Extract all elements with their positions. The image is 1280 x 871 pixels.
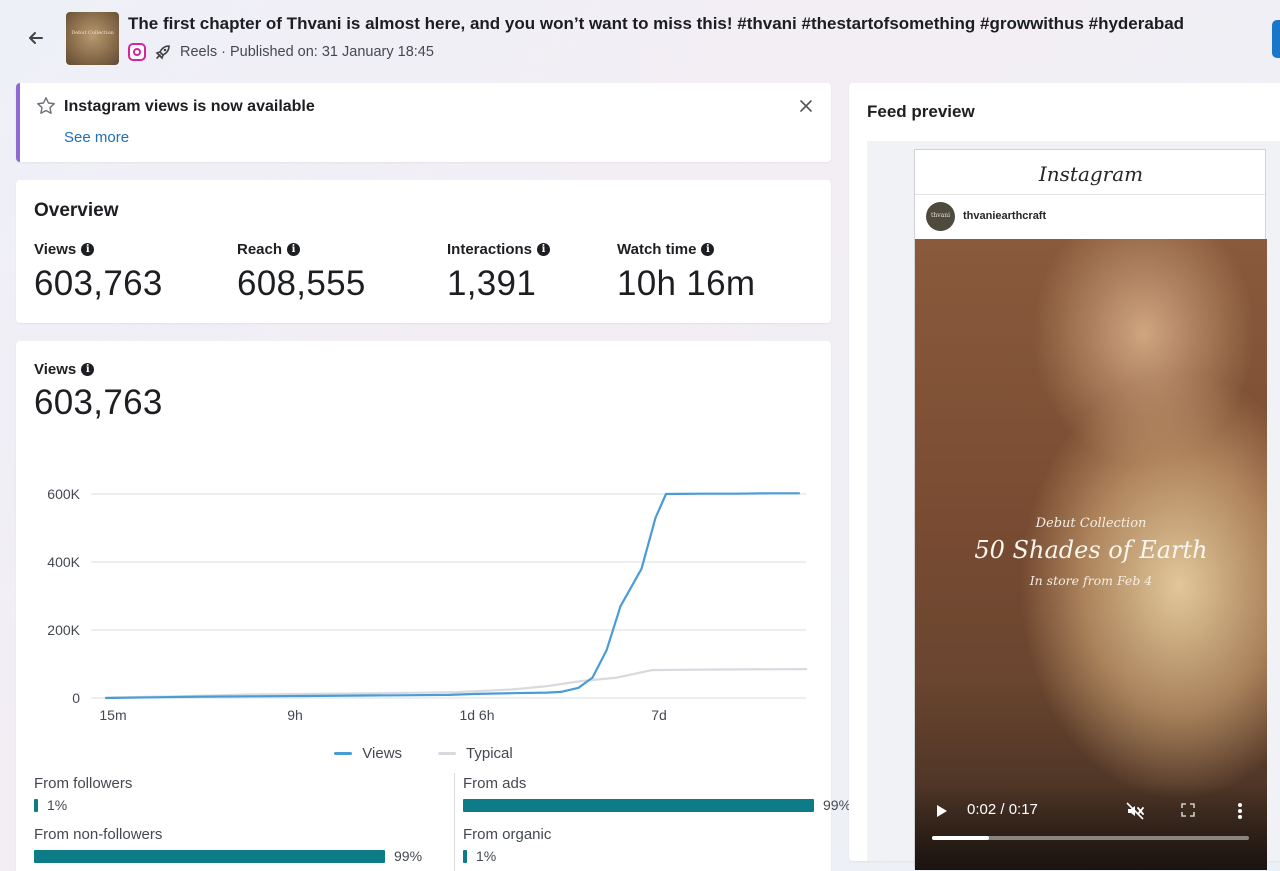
legend-item-typical[interactable]: Typical <box>438 745 513 762</box>
play-icon[interactable] <box>937 805 947 817</box>
non-followers-bar <box>34 849 385 863</box>
followers-pct: 1% <box>47 797 68 813</box>
non-followers-label: From non-followers <box>34 826 163 843</box>
video-title: 50 Shades of Earth <box>974 536 1208 564</box>
followers-bar <box>34 798 38 812</box>
organic-pct: 1% <box>476 848 497 864</box>
series-line-views <box>104 492 801 700</box>
video-progress-fill <box>932 836 990 840</box>
reel-video[interactable]: Debut Collection 50 Shades of Earth In s… <box>915 239 1267 870</box>
metric-reach: Reach i 608,555 <box>237 241 366 304</box>
metric-interactions: Interactions i 1,391 <box>447 241 551 304</box>
metric-label: Interactions <box>447 241 533 258</box>
metric-watch-time: Watch time i 10h 16m <box>617 241 755 304</box>
organic-label: From organic <box>463 826 552 843</box>
x-tick-label: 7d <box>651 707 667 723</box>
x-tick-label: 15m <box>99 707 126 723</box>
y-tick-label: 600K <box>47 486 80 502</box>
post-meta: Reels · Published on: 31 January 18:45 <box>128 42 434 62</box>
legend-item-views[interactable]: Views <box>334 745 402 762</box>
metric-label: Watch time <box>617 241 697 258</box>
instagram-views-notice: Instagram views is now available See mor… <box>16 83 831 162</box>
ads-pct: 99% <box>823 797 852 813</box>
divider <box>915 194 1267 195</box>
instagram-logo: Instagram <box>1038 162 1144 186</box>
info-icon[interactable]: i <box>81 243 95 256</box>
video-controls: 0:02 / 0:17 <box>915 784 1267 870</box>
metric-label: Views <box>34 241 77 258</box>
metric-value: 1,391 <box>447 264 537 303</box>
views-chart-card: Views i 603,763 600K 400K 200K 0 15m 9h 1d 6h 7d… <box>16 341 851 871</box>
views-line-chart[interactable]: 600K 400K 200K 0 15m 9h 1d 6h 7d <box>16 471 831 731</box>
ads-bar <box>463 798 814 812</box>
views-value: 603,763 <box>34 383 163 422</box>
followers-breakdown: From followers 1% From non-followers 99% <box>34 775 422 864</box>
views-label-row: Views i <box>34 361 95 378</box>
see-more-link[interactable]: See more <box>64 129 130 146</box>
notice-title: Instagram views is now available <box>64 98 315 115</box>
thumbnail-text: Debut Collection <box>71 30 114 36</box>
feed-preview-title: Feed preview <box>867 102 975 121</box>
x-tick-label: 9h <box>287 707 303 723</box>
overview-title: Overview <box>34 200 119 221</box>
video-subtitle: Debut Collection <box>1035 516 1147 531</box>
star-icon <box>36 96 56 116</box>
series-line-typical <box>104 668 808 699</box>
feed-preview-card: Feed preview Instagram thvani thvanieart… <box>849 83 1280 870</box>
post-meta-text: Reels · Published on: 31 January 18:45 <box>180 44 434 60</box>
metric-value: 608,555 <box>237 264 366 303</box>
header-action-button[interactable] <box>1272 20 1280 58</box>
non-followers-pct: 99% <box>394 848 423 864</box>
breakdown-divider <box>454 773 455 871</box>
legend-swatch-typical <box>438 752 457 755</box>
followers-label: From followers <box>34 775 133 792</box>
close-icon[interactable] <box>797 97 815 115</box>
info-icon[interactable]: i <box>81 363 95 376</box>
legend-label-typical: Typical <box>466 745 513 762</box>
avatar[interactable]: thvani <box>926 202 955 231</box>
ads-label: From ads <box>463 775 527 792</box>
y-tick-label: 0 <box>72 690 80 706</box>
post-title: The first chapter of Thvani is almost he… <box>128 14 1185 33</box>
metric-label: Reach <box>237 241 283 258</box>
y-tick-label: 400K <box>47 554 80 570</box>
organic-bar <box>463 849 467 863</box>
chart-legend: Views Typical <box>16 745 831 762</box>
views-label: Views <box>34 361 77 378</box>
info-icon[interactable]: i <box>287 243 301 256</box>
info-icon[interactable]: i <box>701 243 715 256</box>
instagram-post-preview: Instagram thvani thvaniearthcraft Debut … <box>914 149 1267 870</box>
mute-icon[interactable] <box>1125 801 1145 821</box>
username[interactable]: thvaniearthcraft <box>963 210 1047 222</box>
legend-swatch-views <box>334 752 353 755</box>
metric-value: 10h 16m <box>617 264 756 303</box>
source-breakdown: From ads 99% From organic 1% <box>463 775 851 864</box>
rocket-icon <box>154 43 172 61</box>
overview-card: Overview Views i 603,763 Reach i 608,555 I… <box>16 180 831 323</box>
back-arrow-icon[interactable] <box>26 28 46 48</box>
fullscreen-icon[interactable] <box>1181 803 1195 817</box>
avatar-text: thvani <box>930 212 951 219</box>
more-options-icon[interactable] <box>1237 801 1243 821</box>
info-icon[interactable]: i <box>537 243 551 256</box>
post-thumbnail[interactable]: Debut Collection <box>66 12 119 65</box>
video-date-line: In store from Feb 4 <box>1029 573 1153 588</box>
post-header: Debut Collection The first chapter of Th… <box>0 0 1280 78</box>
instagram-icon <box>128 43 146 61</box>
y-tick-label: 200K <box>47 622 80 638</box>
metric-value: 603,763 <box>34 264 163 303</box>
legend-label-views: Views <box>362 745 403 762</box>
x-tick-label: 1d 6h <box>459 707 494 723</box>
video-time: 0:02 / 0:17 <box>967 801 1038 818</box>
metric-views: Views i 603,763 <box>34 241 163 304</box>
video-progress-bar[interactable] <box>932 836 1249 840</box>
